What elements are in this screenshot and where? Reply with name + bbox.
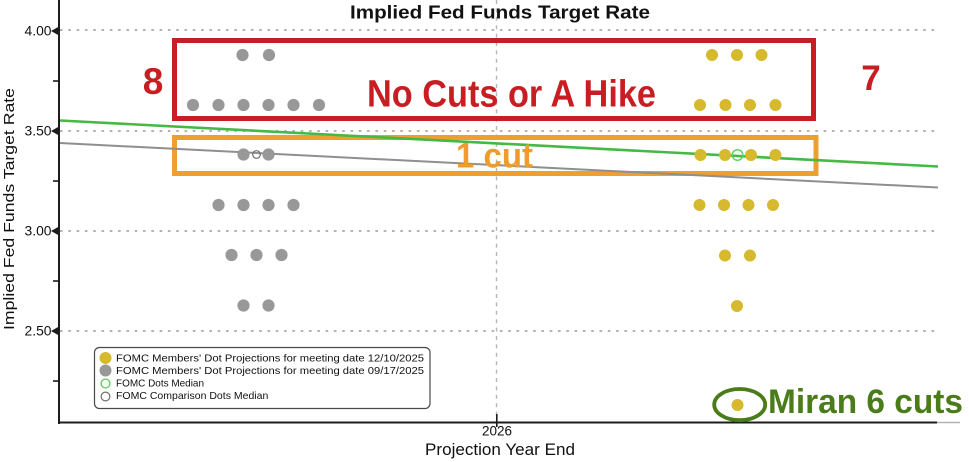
- svg-text:FOMC Dots Median: FOMC Dots Median: [116, 378, 204, 390]
- svg-text:3.00: 3.00: [25, 224, 52, 239]
- svg-text:2026: 2026: [482, 424, 512, 439]
- svg-text:Implied Fed Funds Target Rate: Implied Fed Funds Target Rate: [350, 2, 650, 23]
- svg-text:FOMC Members' Dot Projections: FOMC Members' Dot Projections for meetin…: [116, 353, 424, 365]
- svg-text:FOMC Members' Dot Projections: FOMC Members' Dot Projections for meetin…: [116, 365, 424, 377]
- svg-text:No Cuts or A Hike: No Cuts or A Hike: [367, 74, 656, 116]
- svg-text:Implied Fed Funds Target Rate: Implied Fed Funds Target Rate: [1, 88, 18, 330]
- svg-text:3.50: 3.50: [25, 124, 52, 139]
- svg-text:FOMC Comparison Dots Median: FOMC Comparison Dots Median: [116, 390, 268, 402]
- svg-text:8: 8: [143, 61, 164, 102]
- svg-text:1 cut: 1 cut: [456, 137, 533, 176]
- svg-text:Miran 6 cuts: Miran 6 cuts: [768, 383, 963, 421]
- svg-text:Projection Year End: Projection Year End: [425, 441, 575, 459]
- svg-text:7: 7: [861, 59, 880, 98]
- svg-text:4.00: 4.00: [25, 24, 52, 39]
- svg-text:2.50: 2.50: [25, 324, 52, 339]
